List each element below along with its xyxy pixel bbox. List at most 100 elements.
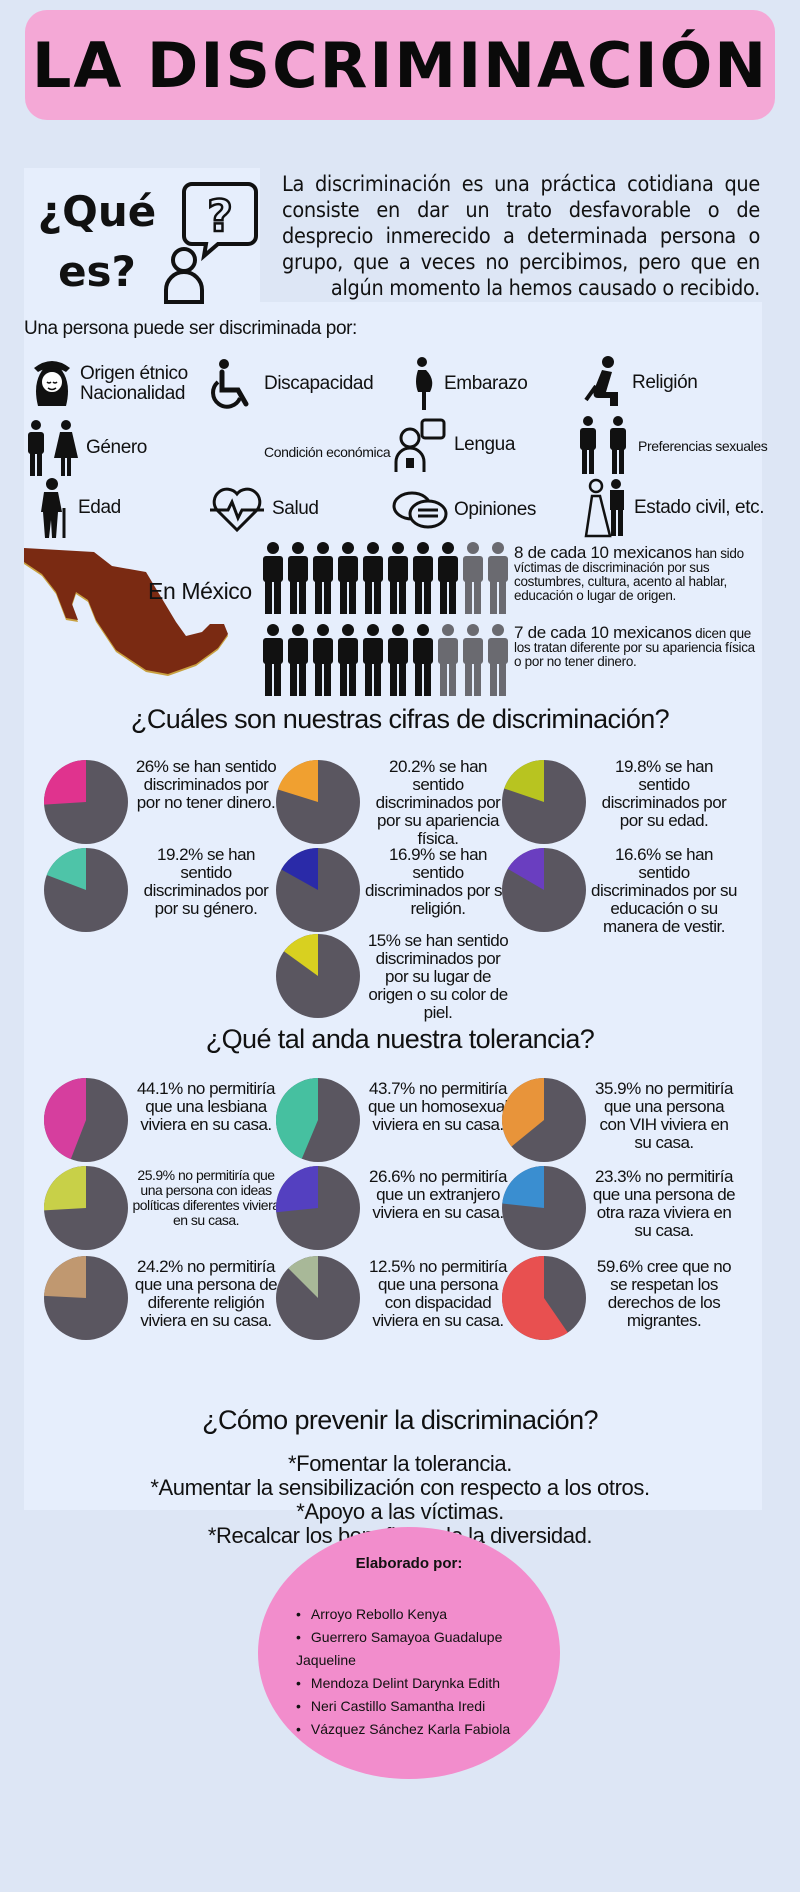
man-woman-icon [28,420,78,476]
credits-circle: Elaborado por: Arroyo Rebollo Kenya Guer… [258,1527,560,1779]
person-icon [363,542,383,614]
tolerance-heading: ¿Qué tal anda nuestra tolerancia? [205,1024,595,1054]
pie-label: 16.6% se han sentido discriminados por s… [591,845,737,936]
credit-name: Arroyo Rebollo Kenya [296,1603,560,1626]
pie-label: 25.9% no permitiría que una persona con … [132,1167,280,1228]
pie-slice [277,760,318,802]
pie-slice [284,934,318,976]
credits-heading: Elaborado por: [355,1555,463,1572]
question-box [24,168,260,310]
person-icon [413,624,433,696]
pie-chart [276,848,360,932]
pie-chart [276,1166,360,1250]
pie-chart [44,1078,128,1162]
pie-chart [44,760,128,844]
question-heading: ¿Qué es? [37,187,157,296]
heartbeat-icon [210,487,264,532]
page-title: LA DISCRIMINACIÓN [31,28,769,102]
person-icon [388,542,408,614]
category-discapacidad: Discapacidad [210,358,374,410]
wheelchair-icon [211,359,249,409]
person-icon [288,542,308,614]
people-row-7-of-10 [262,624,509,696]
pie-slice [44,1166,86,1211]
prevention-heading: ¿Cómo prevenir la discriminación? [202,1405,598,1435]
category-estado-civil: Estado civil, etc. [584,478,764,538]
pie-slice [502,1256,568,1340]
person-icon [288,624,308,696]
pie-label: 35.9% no permitiría que una persona con … [595,1079,733,1152]
stat-8-of-10: 8 de cada 10 mexicanos han sido víctimas… [514,543,744,603]
person-icon [413,542,433,614]
pie-slice [288,1256,318,1298]
definition-text: La discriminación es una práctica cotidi… [282,172,760,301]
pie-label: 15% se han sentido discriminados por por… [367,931,509,1022]
stat-7-of-10: 7 de cada 10 mexicanos dicen que los tra… [514,623,755,669]
credit-name: Mendoza Delint Darynka Edith [296,1672,560,1695]
category-religion: Religión [582,356,698,410]
pie-label: 26% se han sentido discriminados por por… [135,757,277,812]
category-preferencias: Preferencias sexuales [576,416,768,476]
pie-chart [502,1166,586,1250]
category-opiniones: Opiniones [392,490,536,530]
pie-label: 12.5% no permitiría que una persona con … [369,1257,507,1330]
pie-chart [502,1078,586,1162]
mexico-map-icon [24,548,228,676]
person-icon [263,624,283,696]
person-icon [363,624,383,696]
pie-chart [502,1256,586,1340]
pie-slice [46,848,86,890]
person-icon [438,542,458,614]
couple-icon [580,416,626,474]
pie-chart [44,1256,128,1340]
pie-slice [502,1078,544,1147]
pie-label: 43.7% no permitiría que un homosexual vi… [368,1079,508,1134]
pie-label: 16.9% se han sentido discriminados por s… [365,845,511,918]
prevention-line: *Fomentar la tolerancia. [288,1451,512,1476]
pie-chart [44,1166,128,1250]
pie-slice [502,1166,544,1208]
category-lengua: Lengua [392,418,515,472]
pie-chart [276,1078,360,1162]
speech-bubbles-icon [392,491,448,529]
person-icon [488,542,508,614]
pie-slice [504,760,544,802]
title-banner: LA DISCRIMINACIÓN [25,10,775,120]
credits-list: Arroyo Rebollo Kenya Guerrero Samayoa Gu… [296,1603,560,1741]
person-icon [313,542,333,614]
pie-chart [276,760,360,844]
married-couple-icon [584,478,624,538]
speaking-person-icon [394,418,446,472]
pie-label: 26.6% no permitiría que un extranjero vi… [369,1167,507,1222]
pie-label: 19.2% se han sentido discriminados por p… [143,845,269,918]
pie-slice [276,1166,318,1213]
category-edad: Edad [36,478,121,538]
mexico-label: En México [148,578,252,604]
pie-chart [276,1256,360,1340]
pie-slice [281,848,318,890]
pie-slice [507,848,544,890]
category-origen: Origen étnico Nacionalidad [30,358,188,410]
pie-label: 59.6% cree que no se respetan los derech… [596,1257,732,1330]
svg-text:?: ? [207,191,233,242]
categories-lead: Una persona puede ser discriminada por: [24,318,357,339]
category-salud: Salud [208,486,319,532]
pie-label: 23.3% no permitiría que una persona de o… [592,1167,736,1240]
people-row-8-of-10 [262,542,509,614]
person-icon [338,542,358,614]
pie-chart [502,848,586,932]
pregnant-woman-icon [416,357,433,410]
pie-label: 24.2% no permitiría que una persona de d… [134,1257,278,1330]
person-icon [488,624,508,696]
person-icon [313,624,333,696]
figures-heading: ¿Cuáles son nuestras cifras de discrimin… [130,704,670,734]
credit-name: Guerrero Samayoa Guadalupe Jaqueline [296,1626,560,1672]
praying-person-icon [584,356,618,406]
pie-label: 20.2% se han sentido discriminados por p… [375,757,501,848]
category-genero: Género [24,420,147,476]
elderly-cane-icon [41,478,66,538]
question-person-icon: ? [164,182,258,304]
pie-chart [502,760,586,844]
category-embarazo: Embarazo [408,356,528,412]
woman-face-icon [34,361,70,406]
